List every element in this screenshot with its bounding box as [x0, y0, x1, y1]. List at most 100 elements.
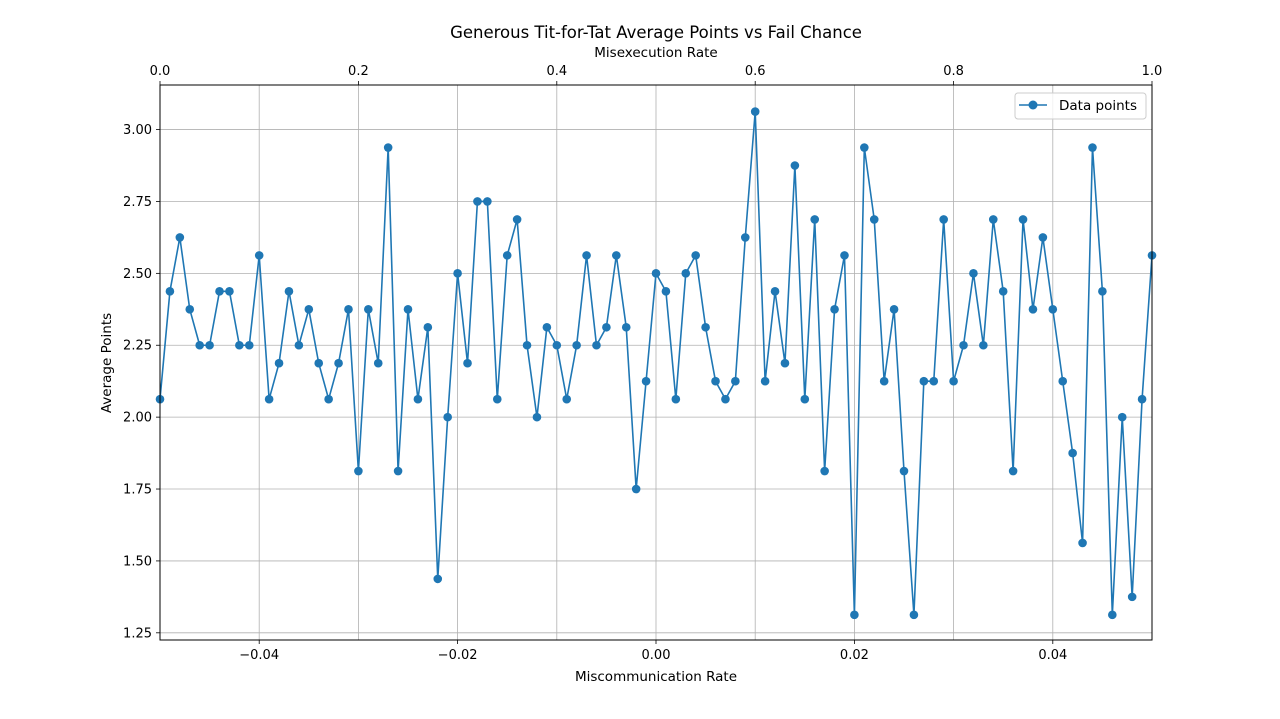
data-point — [661, 287, 671, 296]
chart-title: Generous Tit-for-Tat Average Points vs F… — [450, 23, 862, 42]
data-point — [939, 215, 948, 224]
data-point — [413, 394, 423, 404]
data-point — [403, 305, 413, 314]
data-point — [522, 340, 532, 350]
top-x-tick-label: 0.0 — [150, 64, 171, 79]
series-data-points — [155, 107, 1157, 620]
data-point — [1038, 233, 1048, 242]
data-point — [354, 466, 363, 476]
data-point — [225, 287, 234, 296]
data-point — [671, 394, 681, 404]
legend-box — [1014, 92, 1147, 120]
data-point — [215, 287, 224, 296]
data-point — [1078, 538, 1087, 548]
data-point — [205, 340, 214, 350]
data-point — [1098, 287, 1107, 296]
y-tick-label: 2.50 — [123, 267, 152, 282]
data-point — [860, 143, 869, 152]
data-point — [1028, 305, 1038, 314]
data-point — [810, 215, 820, 224]
data-point — [740, 233, 750, 242]
data-point — [473, 197, 482, 206]
data-point — [869, 215, 879, 224]
top-x-tick-label: 0.6 — [745, 64, 766, 79]
data-point — [979, 340, 988, 350]
data-point — [919, 376, 929, 386]
data-point — [800, 394, 810, 404]
top-x-tick-label: 0.4 — [546, 64, 567, 79]
y-tick-label: 1.50 — [123, 554, 152, 569]
data-point — [929, 376, 939, 386]
data-point — [334, 358, 343, 368]
data-point — [463, 358, 472, 368]
data-point — [790, 161, 800, 170]
data-point — [711, 376, 720, 386]
data-point — [572, 340, 581, 350]
x-tick-label: 0.04 — [1038, 648, 1067, 663]
y-tick-label: 1.75 — [123, 483, 152, 498]
data-point — [701, 322, 710, 332]
data-point — [235, 340, 244, 350]
data-point — [1108, 610, 1117, 620]
data-point — [969, 269, 978, 278]
data-point — [1058, 376, 1068, 386]
data-point — [731, 376, 740, 386]
data-point — [304, 305, 314, 314]
top-x-tick-label: 0.8 — [943, 64, 964, 79]
data-point — [453, 269, 462, 278]
data-point — [988, 215, 998, 224]
x-tick-label: −0.04 — [239, 648, 279, 663]
data-point — [324, 394, 333, 404]
top-x-tick-label: 1.0 — [1142, 64, 1163, 79]
data-point — [264, 394, 274, 404]
data-point — [889, 305, 899, 314]
data-point — [770, 287, 780, 296]
data-point — [373, 358, 383, 368]
data-point — [621, 322, 631, 332]
data-point — [780, 358, 790, 368]
data-point — [899, 466, 909, 476]
data-point — [483, 197, 492, 206]
data-point — [175, 233, 185, 242]
top-x-tick-label: 0.2 — [348, 64, 369, 79]
data-point — [1048, 305, 1058, 314]
data-point — [612, 251, 621, 260]
data-point — [998, 287, 1008, 296]
data-point — [592, 340, 601, 350]
data-point — [721, 394, 730, 404]
x-tick-label: −0.02 — [438, 648, 478, 663]
data-point — [364, 305, 373, 314]
data-point — [1068, 448, 1077, 458]
top-x-axis-label: Misexecution Rate — [594, 45, 717, 61]
data-point — [562, 394, 572, 404]
data-point — [602, 322, 611, 332]
data-point — [552, 340, 562, 350]
y-tick-label: 2.00 — [123, 411, 152, 426]
data-point — [532, 412, 542, 422]
data-point — [582, 251, 591, 260]
data-point — [185, 305, 195, 314]
data-point — [542, 322, 552, 332]
axis-ticks: −0.04 −0.02 0.00 0.02 0.04 0.0 0.2 0.4 0.6 0.8 1.0… — [123, 64, 1162, 663]
data-point — [254, 251, 264, 260]
legend: Data points — [1014, 92, 1147, 120]
x-tick-label: 0.02 — [840, 648, 869, 663]
data-point — [274, 358, 284, 368]
data-point — [165, 287, 175, 296]
data-point — [1018, 215, 1028, 224]
x-axis-label: Miscommunication Rate — [575, 669, 737, 685]
legend-label: Data points — [1059, 98, 1137, 114]
legend-marker-swatch — [1028, 100, 1038, 110]
data-point — [959, 340, 968, 350]
data-point — [820, 466, 829, 476]
y-tick-label: 2.25 — [123, 339, 152, 354]
data-point — [760, 376, 770, 386]
data-point — [502, 251, 512, 260]
data-point — [830, 305, 839, 314]
data-point — [244, 340, 254, 350]
data-point — [1137, 394, 1147, 404]
data-point — [1127, 592, 1137, 602]
x-tick-label: 0.00 — [642, 648, 671, 663]
data-point — [1008, 466, 1018, 476]
